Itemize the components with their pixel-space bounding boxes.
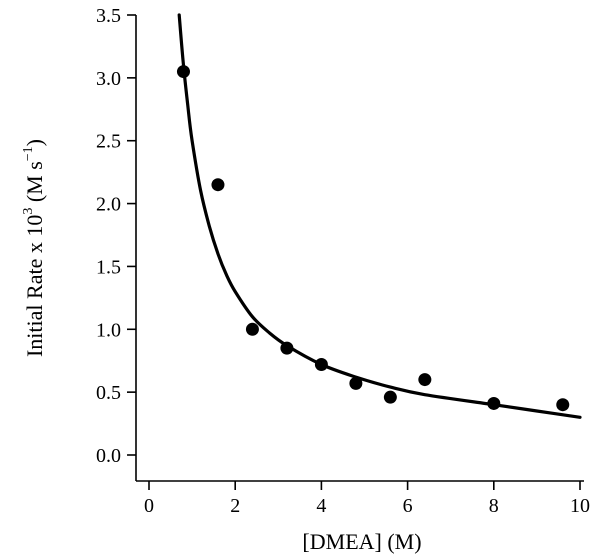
y-axis-label-unit-exponent: −1 [21,146,36,161]
y-axis-label-unit-open: (M s [22,161,47,207]
data-point [314,357,328,371]
y-tick-label: 1.0 [96,319,121,341]
x-axis-label: [DMEA] (M) [302,529,421,554]
data-point [487,396,501,410]
x-ticks: 0 2 4 6 8 10 [144,481,590,517]
fit-curve-layer [177,13,582,419]
data-point [280,341,294,355]
y-tick-label: 0.5 [96,382,121,404]
x-tick-label: 4 [316,495,326,517]
y-axis-label: Initial Rate x 103 (M s−1) [21,139,47,357]
x-tick-label: 8 [489,495,499,517]
data-points-layer [176,65,570,412]
data-point [245,322,259,336]
y-ticks: 0.0 0.5 1.0 1.5 2.0 2.5 3.0 3.5 [96,5,136,467]
x-tick-label: 0 [144,495,154,517]
data-point [349,376,363,390]
y-axis-label-exponent: 3 [21,208,36,215]
data-point [211,178,225,192]
x-tick-label: 10 [570,495,590,517]
data-point [556,398,570,412]
y-tick-label: 3.0 [96,68,121,90]
x-tick-label: 6 [403,495,413,517]
fit-curve [177,13,582,419]
y-tick-label: 0.0 [96,445,121,467]
y-axis-label-main: Initial Rate x 10 [22,215,47,357]
y-tick-label: 3.5 [96,5,121,27]
y-axis-label-unit-close: ) [22,139,47,146]
y-tick-label: 2.0 [96,194,121,216]
data-point [383,390,397,404]
axes [135,15,584,482]
data-point [176,65,190,79]
x-tick-label: 2 [230,495,240,517]
y-tick-label: 1.5 [96,256,121,278]
data-point [418,373,432,387]
y-tick-label: 2.5 [96,131,121,153]
